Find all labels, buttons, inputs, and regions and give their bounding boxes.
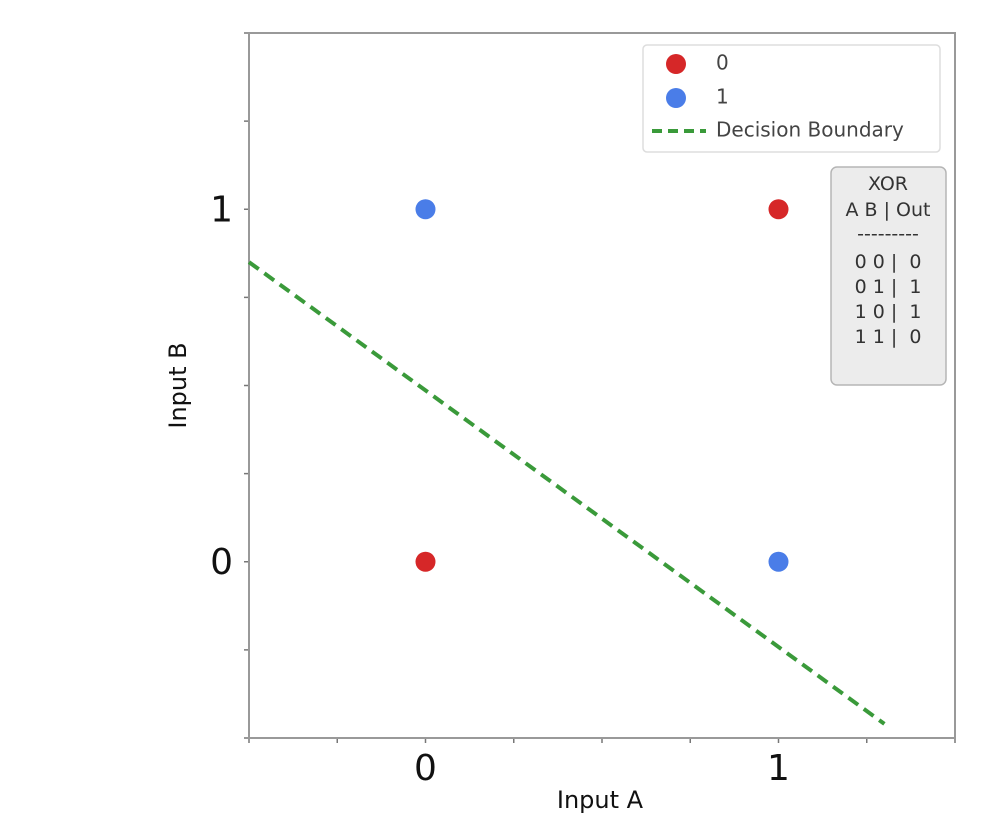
x-tick-label-0: 0 bbox=[414, 748, 437, 789]
y-tick-label-1: 1 bbox=[210, 189, 233, 230]
xor-table-header: A B | Out bbox=[846, 199, 931, 221]
scatter-point-class-1 bbox=[768, 551, 789, 572]
legend-marker-1 bbox=[666, 88, 686, 108]
xor-table-title: XOR bbox=[868, 173, 908, 195]
data-points bbox=[415, 199, 789, 572]
xor-table-row: 1 0 | 1 bbox=[855, 301, 922, 323]
scatter-point-class-0 bbox=[768, 199, 789, 220]
x-tick-label-1: 1 bbox=[767, 748, 790, 789]
plot-area-frame bbox=[248, 32, 956, 739]
xor-table-box bbox=[830, 166, 947, 386]
x-axis-label: Input A bbox=[557, 786, 644, 814]
xor-table-row: 0 1 | 1 bbox=[855, 276, 922, 298]
scatter-point-class-1 bbox=[415, 199, 436, 220]
xor-table-row: 1 1 | 0 bbox=[855, 326, 922, 348]
legend-marker-0 bbox=[666, 54, 686, 74]
xor-table-row: 0 0 | 0 bbox=[855, 251, 922, 273]
xor-table-separator: --------- bbox=[857, 223, 919, 245]
legend-label-0: 0 bbox=[716, 51, 729, 75]
decision-boundary-line bbox=[247, 260, 886, 726]
xor-truth-table: XOR A B | Out --------- 0 0 | 0 0 1 | 1 … bbox=[830, 166, 947, 386]
y-tick-label-0: 0 bbox=[210, 542, 233, 583]
y-axis-label: Input B bbox=[164, 342, 192, 428]
legend-label-decision-boundary: Decision Boundary bbox=[716, 118, 904, 142]
legend-label-1: 1 bbox=[716, 85, 729, 109]
scatter-point-class-0 bbox=[415, 551, 436, 572]
legend: 0 1 Decision Boundary bbox=[642, 44, 941, 153]
legend-box bbox=[642, 44, 941, 153]
